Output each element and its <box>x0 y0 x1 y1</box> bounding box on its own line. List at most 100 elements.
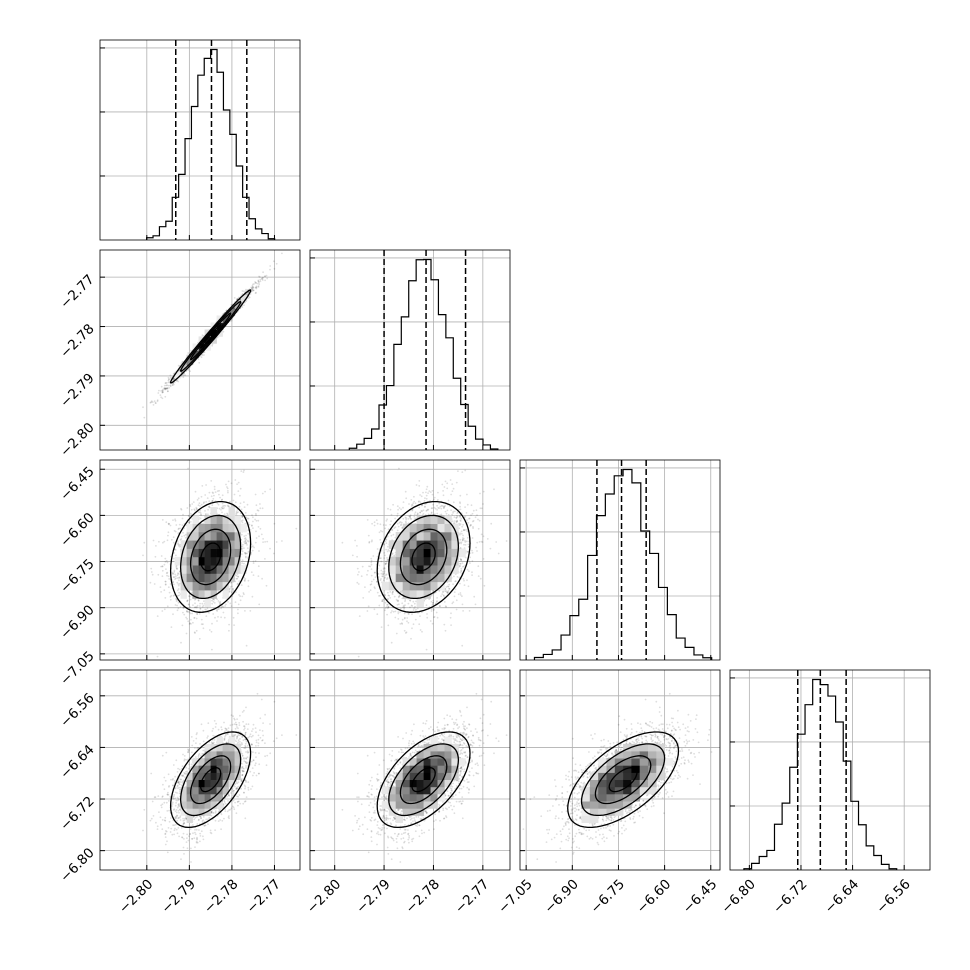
scatter-point <box>234 479 237 481</box>
scatter-point <box>163 608 166 611</box>
scatter-point <box>269 488 272 491</box>
scatter-point <box>193 508 196 511</box>
density-cell <box>186 357 193 365</box>
scatter-point <box>185 632 188 635</box>
scatter-point <box>255 512 257 515</box>
scatter-point <box>258 603 261 606</box>
scatter-point <box>164 580 167 583</box>
scatter-point <box>257 279 260 282</box>
scatter-point <box>222 611 225 614</box>
scatter-point <box>241 550 244 553</box>
scatter-point <box>251 514 253 517</box>
scatter-point <box>247 291 250 294</box>
scatter-point <box>210 630 213 633</box>
scatter-point <box>240 533 243 536</box>
scatter-point <box>163 388 166 391</box>
scatter-point <box>193 631 196 634</box>
scatter-point <box>177 528 180 531</box>
scatter-point <box>223 513 226 515</box>
scatter-point <box>172 581 175 583</box>
histogram-2 <box>348 258 499 450</box>
scatter-point <box>217 616 219 618</box>
scatter-point <box>161 565 164 568</box>
scatter-point <box>199 509 202 512</box>
scatter-point <box>164 387 167 390</box>
scatter-point <box>245 534 247 537</box>
scatter-point <box>201 605 204 608</box>
scatter-point <box>172 541 175 544</box>
scatter-point <box>164 557 167 560</box>
scatter-point <box>178 543 181 546</box>
scatter-point <box>243 547 245 550</box>
scatter-point <box>246 552 248 555</box>
scatter-point <box>179 527 182 530</box>
scatter-point <box>169 374 172 377</box>
scatter-point <box>248 296 251 299</box>
scatter-point <box>151 401 154 403</box>
scatter-point <box>259 503 261 505</box>
scatter-point <box>168 387 171 389</box>
scatter-point <box>246 517 249 520</box>
scatter-point <box>177 543 180 546</box>
scatter-point <box>172 378 175 380</box>
scatter-point <box>176 540 179 543</box>
scatter-point <box>152 404 155 406</box>
scatter-point <box>189 612 192 615</box>
scatter-point <box>244 553 247 555</box>
scatter-point <box>228 629 230 632</box>
scatter-point <box>225 603 227 606</box>
scatter-point <box>173 569 176 572</box>
scatter-point <box>216 610 219 612</box>
scatter-point <box>166 561 169 564</box>
scatter-point <box>177 380 180 383</box>
scatter-point <box>176 574 179 577</box>
scatter-point <box>281 540 283 542</box>
scatter-point <box>188 611 191 613</box>
scatter-point <box>229 500 231 503</box>
scatter-point <box>237 511 239 514</box>
scatter-point <box>163 384 166 387</box>
scatter-point <box>193 509 196 512</box>
scatter-point <box>252 289 254 292</box>
scatter-point <box>209 506 211 509</box>
scatter-point <box>246 547 249 550</box>
scatter-point <box>186 507 189 509</box>
scatter-point <box>241 547 244 550</box>
scatter-point <box>176 568 178 570</box>
scatter-point <box>182 513 184 516</box>
scatter-point <box>256 509 259 512</box>
scatter-point <box>234 574 237 576</box>
scatter-point <box>252 527 254 529</box>
scatter-point <box>186 600 189 603</box>
scatter-point <box>165 521 168 524</box>
scatter-point <box>142 406 144 409</box>
scatter-point <box>156 615 159 617</box>
histogram-1 <box>146 48 276 240</box>
scatter-point <box>219 600 222 603</box>
scatter-point <box>160 555 163 557</box>
scatter-point <box>202 335 205 337</box>
scatter-point <box>218 507 221 510</box>
panel-content <box>100 250 300 450</box>
scatter-point <box>230 585 233 588</box>
scatter-point <box>234 501 237 504</box>
scatter-point <box>190 592 193 594</box>
scatter-point <box>214 491 217 493</box>
scatter-point <box>264 490 266 493</box>
scatter-point <box>167 531 170 534</box>
scatter-point <box>256 282 259 285</box>
scatter-point <box>158 389 160 392</box>
scatter-point <box>174 549 177 551</box>
scatter-point <box>186 599 189 602</box>
scatter-point <box>218 489 221 492</box>
scatter-point <box>217 600 220 602</box>
scatter-point <box>255 287 258 290</box>
density-cell <box>174 371 181 379</box>
scatter-point <box>180 508 183 511</box>
scatter-point <box>255 286 257 289</box>
density-cells <box>174 294 247 379</box>
scatter-point <box>172 383 175 386</box>
scatter-point <box>221 494 224 497</box>
panel-3-1 <box>99 459 301 661</box>
scatter-point <box>207 508 210 511</box>
